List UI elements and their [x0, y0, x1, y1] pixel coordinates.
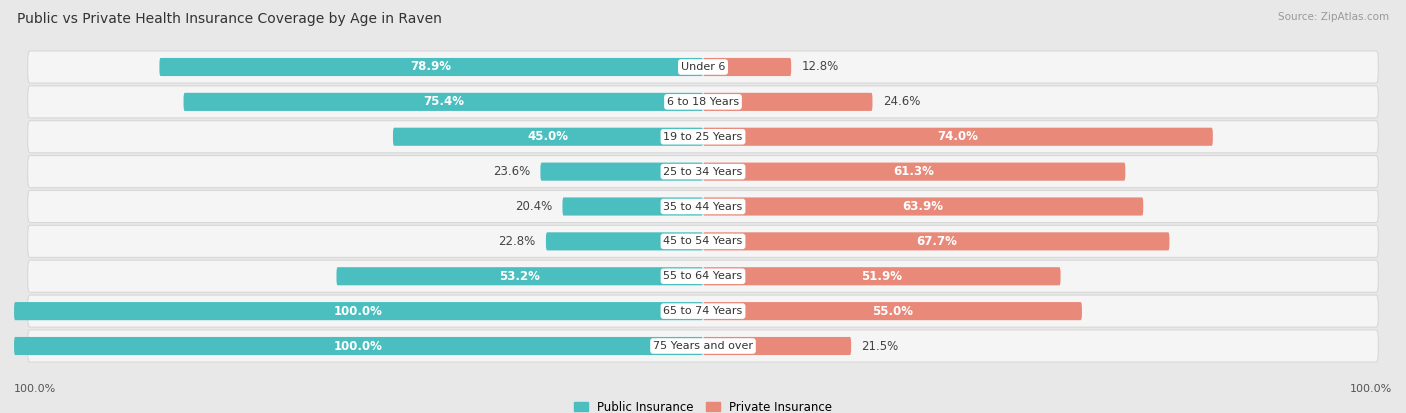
FancyBboxPatch shape [546, 232, 703, 250]
Text: Under 6: Under 6 [681, 62, 725, 72]
Text: 67.7%: 67.7% [915, 235, 956, 248]
FancyBboxPatch shape [703, 197, 1143, 216]
Text: 45.0%: 45.0% [527, 130, 568, 143]
FancyBboxPatch shape [159, 58, 703, 76]
FancyBboxPatch shape [28, 330, 1378, 362]
Text: 65 to 74 Years: 65 to 74 Years [664, 306, 742, 316]
Text: 24.6%: 24.6% [883, 95, 920, 108]
FancyBboxPatch shape [184, 93, 703, 111]
Text: 22.8%: 22.8% [498, 235, 536, 248]
FancyBboxPatch shape [28, 295, 1378, 327]
Text: 21.5%: 21.5% [862, 339, 898, 353]
FancyBboxPatch shape [14, 302, 703, 320]
Text: 63.9%: 63.9% [903, 200, 943, 213]
Text: 20.4%: 20.4% [515, 200, 553, 213]
FancyBboxPatch shape [703, 232, 1170, 250]
Text: 12.8%: 12.8% [801, 60, 839, 74]
FancyBboxPatch shape [336, 267, 703, 285]
FancyBboxPatch shape [703, 93, 873, 111]
FancyBboxPatch shape [703, 337, 851, 355]
FancyBboxPatch shape [703, 302, 1083, 320]
FancyBboxPatch shape [703, 58, 792, 76]
FancyBboxPatch shape [28, 51, 1378, 83]
FancyBboxPatch shape [562, 197, 703, 216]
Text: 78.9%: 78.9% [411, 60, 451, 74]
FancyBboxPatch shape [28, 190, 1378, 223]
Text: 25 to 34 Years: 25 to 34 Years [664, 166, 742, 177]
Text: Source: ZipAtlas.com: Source: ZipAtlas.com [1278, 12, 1389, 22]
Text: 6 to 18 Years: 6 to 18 Years [666, 97, 740, 107]
Text: Public vs Private Health Insurance Coverage by Age in Raven: Public vs Private Health Insurance Cover… [17, 12, 441, 26]
Text: 100.0%: 100.0% [1350, 385, 1392, 394]
Text: 55 to 64 Years: 55 to 64 Years [664, 271, 742, 281]
Text: 75 Years and over: 75 Years and over [652, 341, 754, 351]
Text: 100.0%: 100.0% [335, 339, 382, 353]
Text: 74.0%: 74.0% [938, 130, 979, 143]
Text: 75.4%: 75.4% [423, 95, 464, 108]
FancyBboxPatch shape [703, 128, 1213, 146]
Legend: Public Insurance, Private Insurance: Public Insurance, Private Insurance [574, 401, 832, 413]
Text: 100.0%: 100.0% [14, 385, 56, 394]
FancyBboxPatch shape [703, 267, 1060, 285]
FancyBboxPatch shape [540, 163, 703, 181]
Text: 53.2%: 53.2% [499, 270, 540, 283]
FancyBboxPatch shape [28, 121, 1378, 153]
FancyBboxPatch shape [28, 225, 1378, 257]
Text: 61.3%: 61.3% [894, 165, 935, 178]
FancyBboxPatch shape [28, 156, 1378, 188]
FancyBboxPatch shape [392, 128, 703, 146]
FancyBboxPatch shape [14, 337, 703, 355]
Text: 55.0%: 55.0% [872, 305, 912, 318]
Text: 51.9%: 51.9% [862, 270, 903, 283]
Text: 100.0%: 100.0% [335, 305, 382, 318]
FancyBboxPatch shape [28, 260, 1378, 292]
Text: 45 to 54 Years: 45 to 54 Years [664, 236, 742, 247]
FancyBboxPatch shape [703, 163, 1125, 181]
Text: 35 to 44 Years: 35 to 44 Years [664, 202, 742, 211]
FancyBboxPatch shape [28, 86, 1378, 118]
Text: 23.6%: 23.6% [494, 165, 530, 178]
Text: 19 to 25 Years: 19 to 25 Years [664, 132, 742, 142]
